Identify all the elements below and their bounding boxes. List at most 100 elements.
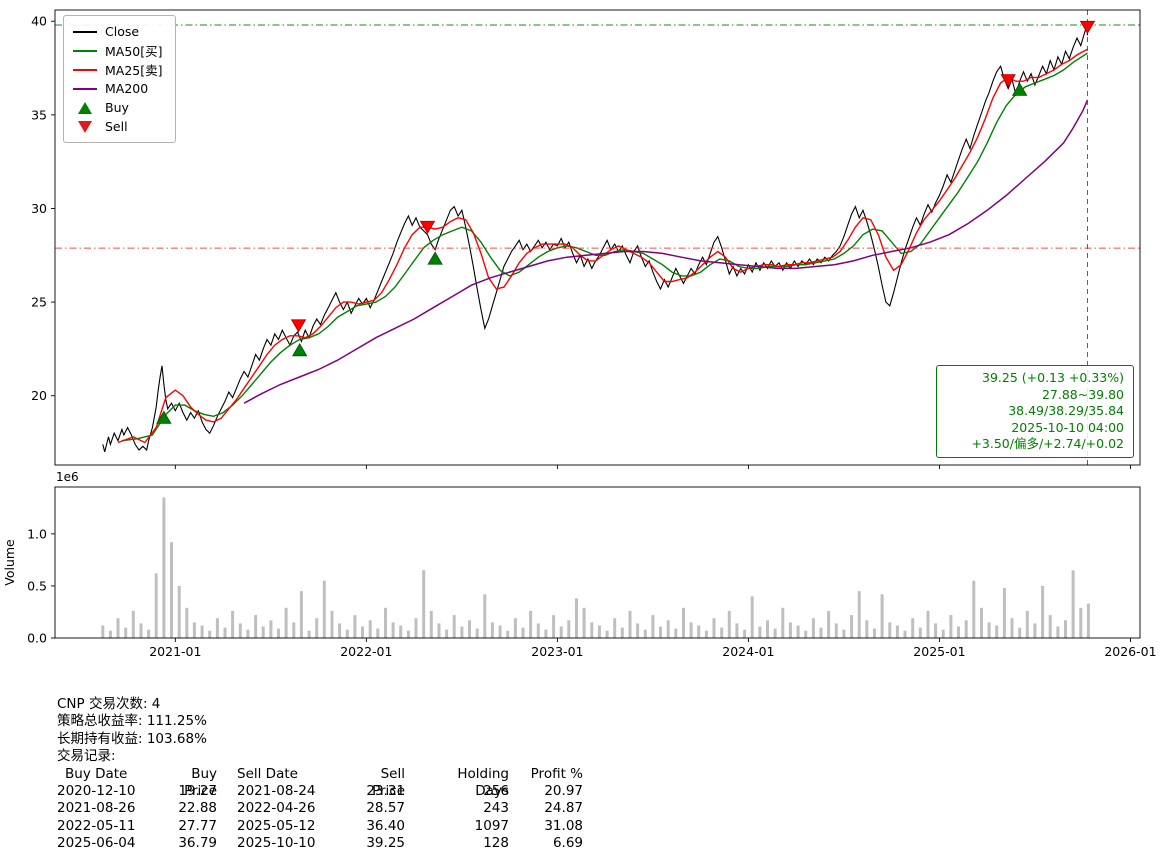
y-tick-label: 25: [31, 295, 47, 310]
trade-table-header: Buy Date Buy Price Sell Date Sell Price Hold…: [57, 766, 599, 799]
volume-bar: [781, 607, 785, 638]
volume-bar: [521, 627, 525, 638]
volume-bar: [338, 623, 342, 638]
legend-item-ma25: MA25[卖]: [73, 60, 163, 79]
volume-bar: [246, 629, 250, 638]
table-cell: 36.40: [366, 817, 405, 834]
volume-bar: [865, 620, 869, 638]
series-MA200: [243, 99, 1089, 404]
table-cell: 2021-08-24: [237, 783, 316, 800]
summary-holding-return: 长期持有收益: 103.68%: [57, 730, 207, 747]
volume-bar: [834, 623, 838, 638]
volume-bar: [934, 623, 938, 638]
legend-item-close: Close: [73, 22, 163, 41]
volume-bar: [850, 615, 854, 638]
legend-label: Buy: [105, 100, 129, 115]
volume-bar: [460, 626, 464, 638]
volume-offset-label: 1e6: [56, 470, 79, 484]
volume-bar: [108, 630, 112, 638]
volume-bar: [743, 629, 747, 638]
volume-bar: [353, 615, 357, 638]
volume-bar: [544, 629, 548, 638]
volume-y-tick-label: 0.0: [27, 631, 47, 646]
legend: Close MA50[买] MA25[卖] MA200 Buy Sell: [63, 15, 176, 143]
volume-bar: [987, 622, 991, 638]
table-cell: 22.88: [178, 800, 217, 817]
volume-bar: [957, 626, 960, 638]
charts-svg: 20 25 30 35 40 0.0 0.5 1.0 1e6 Volume 2021-01 2022-…: [2, 9, 1157, 659]
x-tick-label: 2021-01: [149, 644, 201, 659]
volume-bar: [941, 629, 945, 638]
volume-bar: [559, 626, 563, 638]
table-cell: 36.79: [178, 835, 217, 852]
table-row: 2020-12-10 19.27 2021-08-24 23.31 256 20.97: [57, 783, 599, 800]
legend-item-ma200: MA200: [73, 79, 163, 98]
volume-bar: [804, 630, 808, 638]
volume-bar: [903, 630, 907, 638]
volume-y-tick-label: 1.0: [27, 526, 47, 541]
volume-bar: [567, 620, 571, 638]
volume-bar: [1064, 620, 1067, 638]
volume-bar: [261, 626, 265, 638]
volume-bar: [200, 625, 204, 638]
volume-bar: [429, 610, 433, 638]
buy-marker: [156, 410, 172, 424]
volume-bar: [720, 627, 724, 638]
volume-bar: [575, 598, 578, 638]
summary-records-label: 交易记录:: [57, 748, 116, 765]
table-cell: 128: [483, 835, 509, 852]
column-header: Sell Price: [372, 765, 405, 800]
buy-triangle-icon: [78, 101, 92, 114]
x-tick-label: 2022-01: [340, 644, 392, 659]
volume-bar: [1033, 623, 1037, 638]
legend-label: MA25[卖]: [105, 63, 163, 78]
volume-bar: [674, 628, 678, 638]
sell-marker: [290, 319, 307, 333]
volume-bar: [215, 618, 219, 638]
table-cell: 24.87: [544, 800, 583, 817]
summary-block: CNP 交易次数: 4 策略总收益率: 111.25% 长期持有收益: 103.…: [57, 696, 599, 853]
volume-bar: [498, 625, 502, 638]
column-header: Holding Days: [457, 765, 509, 800]
volume-bar: [620, 627, 624, 638]
volume-bar: [918, 627, 922, 638]
legend-label: Close: [105, 24, 140, 39]
x-tick-label: 2023-01: [531, 644, 583, 659]
annotation-line: 38.49/38.29/35.84: [1008, 403, 1124, 419]
volume-bar: [483, 594, 487, 638]
volume-bar: [1025, 610, 1029, 638]
table-cell: 28.57: [366, 800, 405, 817]
volume-bar: [597, 625, 601, 638]
volume-bar: [330, 610, 334, 638]
volume-bar: [1071, 570, 1075, 638]
volume-bar: [361, 626, 364, 638]
volume-bar: [1010, 618, 1014, 638]
volume-bar: [414, 618, 418, 638]
volume-bar: [513, 618, 517, 638]
table-cell: 31.08: [544, 817, 583, 834]
volume-bar: [911, 618, 915, 638]
volume-bar: [796, 625, 800, 638]
table-row: 2025-06-04 36.79 2025-10-10 39.25 128 6.69: [57, 835, 599, 852]
volume-bar: [727, 610, 731, 638]
volume-plot-frame: [54, 486, 1141, 639]
volume-bar: [490, 622, 494, 638]
volume-bar: [292, 622, 296, 638]
volume-bar: [1056, 626, 1060, 638]
volume-bar: [307, 630, 311, 638]
legend-item-sell: Sell: [73, 117, 163, 136]
volume-bar: [628, 610, 632, 638]
price-plot-frame: [54, 9, 1141, 466]
volume-bar: [750, 596, 754, 638]
volume-bar: [773, 628, 777, 638]
volume-bar: [147, 629, 151, 638]
volume-bar: [468, 620, 471, 638]
quote-annotation: 39.25 (+0.13 +0.33%) 27.88~39.80 38.49/38.…: [936, 365, 1134, 458]
table-cell: 2025-06-04: [57, 835, 136, 852]
volume-bar: [1048, 615, 1052, 638]
volume-bar: [659, 626, 662, 638]
volume-bar: [972, 580, 976, 638]
buy-marker: [1011, 82, 1028, 96]
volume-bar: [437, 623, 441, 638]
